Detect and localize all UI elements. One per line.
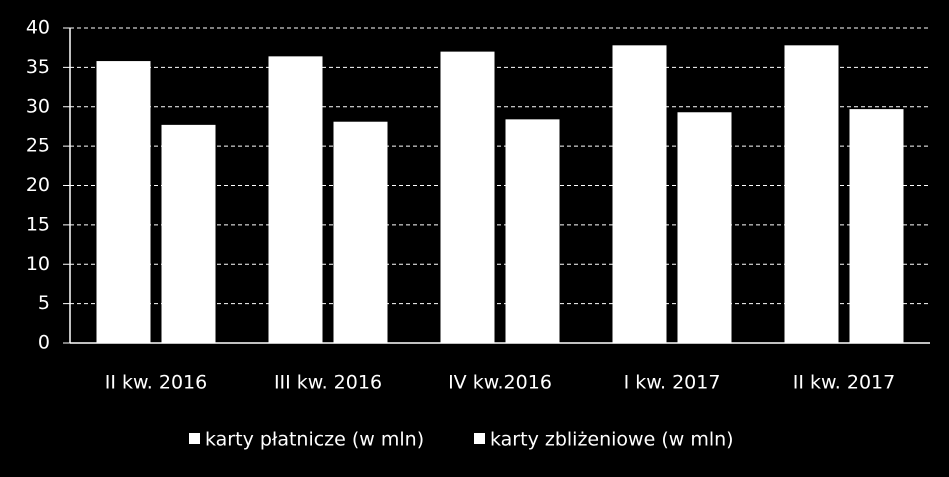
y-tick-label: 20 — [26, 174, 50, 196]
y-tick-label: 15 — [26, 213, 50, 235]
bar — [268, 56, 323, 343]
bar — [96, 61, 151, 343]
x-tick-label: I kw. 2017 — [624, 372, 721, 394]
y-tick-label: 30 — [26, 95, 50, 117]
bar — [161, 124, 216, 343]
y-tick-label: 35 — [26, 56, 50, 78]
x-tick-label: IV kw.2016 — [448, 372, 552, 394]
legend-label: karty zbliżeniowe (w mln) — [490, 429, 734, 451]
legend-label: karty płatnicze (w mln) — [205, 429, 424, 451]
bar — [505, 119, 560, 343]
legend-swatch — [474, 433, 485, 444]
x-tick-label: II kw. 2016 — [105, 372, 207, 394]
y-tick-label: 5 — [38, 292, 50, 314]
bar — [677, 112, 732, 343]
legend-swatch — [189, 433, 200, 444]
y-tick-label: 0 — [38, 332, 50, 354]
y-tick-label: 10 — [26, 253, 50, 275]
bar — [440, 51, 495, 343]
y-tick-label: 25 — [26, 135, 50, 157]
x-tick-label: III kw. 2016 — [274, 372, 382, 394]
bar — [612, 45, 667, 343]
y-tick-label: 40 — [26, 17, 50, 39]
bar — [849, 109, 904, 343]
x-tick-label: II kw. 2017 — [793, 372, 895, 394]
bar — [333, 121, 388, 344]
bar — [784, 45, 839, 343]
